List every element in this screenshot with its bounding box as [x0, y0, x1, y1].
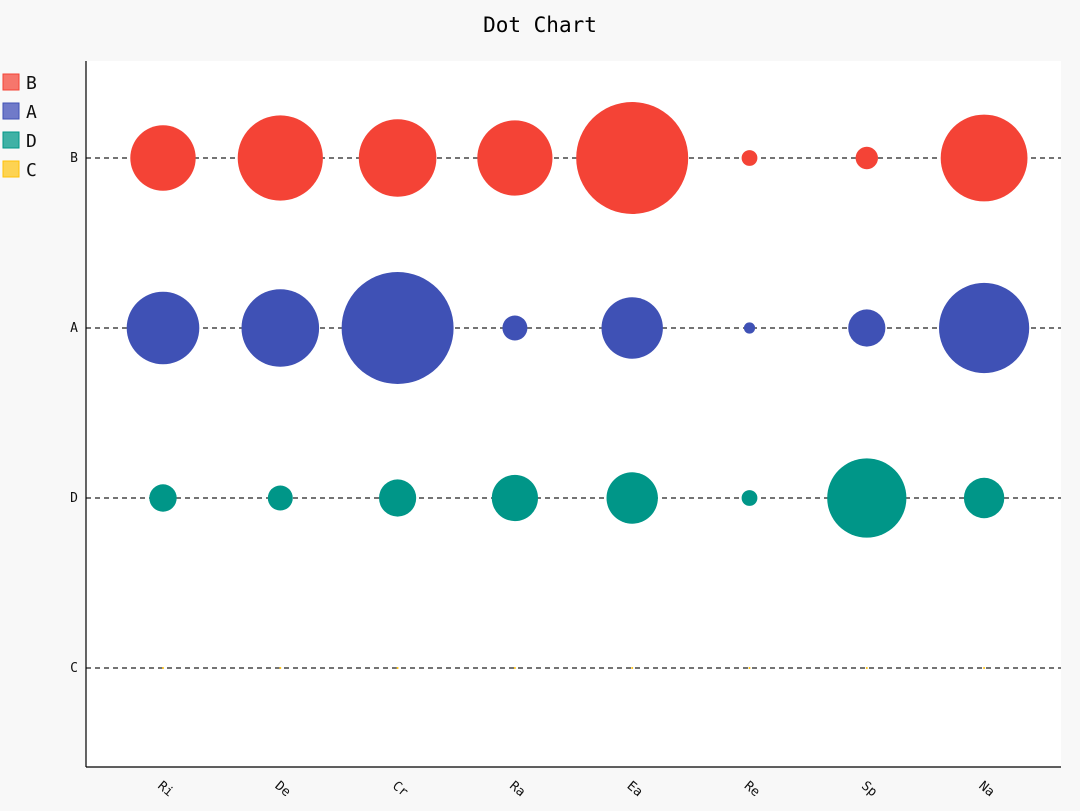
x-tick-labels: Ri De Cr Ra Ea Re Sp Na — [154, 779, 997, 801]
dot-d-ra — [491, 474, 538, 522]
dot-c-ea — [631, 667, 634, 669]
dot-a-de — [241, 289, 320, 367]
dot-b-ra — [477, 120, 553, 196]
dot-d-de — [267, 485, 293, 511]
dot-b-cr — [358, 119, 437, 197]
dot-b-sp — [855, 146, 878, 170]
x-tick-label: Ri — [154, 779, 176, 801]
dot-c-ri — [162, 667, 164, 669]
legend-swatch-c — [2, 160, 20, 178]
dot-c-de — [279, 667, 282, 669]
y-tick-label: D — [70, 491, 78, 506]
dot-a-re — [743, 322, 756, 334]
dots — [126, 102, 1030, 669]
dot-b-na — [940, 114, 1028, 202]
x-tick-label: Ra — [506, 779, 528, 801]
dot-c-cr — [396, 667, 399, 669]
legend-label: A — [26, 102, 37, 123]
legend-swatch-b — [2, 73, 20, 91]
x-tick-label: Sp — [858, 779, 880, 801]
x-tick-label: De — [272, 779, 294, 801]
dot-d-cr — [379, 479, 417, 517]
dot-a-ri — [126, 291, 200, 365]
chart-title: Dot Chart — [483, 13, 597, 37]
legend-swatch-a — [2, 102, 20, 120]
dot-b-ri — [130, 125, 196, 191]
dot-d-ea — [606, 472, 658, 524]
dot-b-ea — [576, 102, 689, 214]
y-tick-label: C — [70, 661, 78, 676]
y-tick-labels: B A D C — [70, 151, 78, 676]
x-tick-label: Re — [741, 779, 763, 801]
dot-b-re — [741, 150, 758, 166]
dot-d-re — [741, 490, 758, 506]
legend-label: C — [26, 160, 37, 181]
dot-c-re — [748, 667, 751, 669]
dot-a-cr — [341, 272, 454, 384]
x-tick-label: Ea — [624, 779, 646, 801]
dot-b-de — [237, 115, 323, 201]
y-tick-label: B — [70, 151, 78, 166]
dot-a-na — [939, 282, 1030, 374]
legend-swatch-d — [2, 131, 20, 149]
dot-d-na — [963, 477, 1005, 519]
x-tick-label: Cr — [389, 779, 411, 801]
dot-c-na — [983, 667, 986, 669]
x-tick-label: Na — [976, 779, 998, 801]
legend-label: D — [26, 131, 37, 152]
plot-area — [86, 61, 1061, 767]
dot-c-ra — [513, 667, 516, 669]
dot-d-ri — [149, 484, 177, 512]
dot-a-ra — [502, 315, 528, 341]
legend-label: B — [26, 73, 37, 94]
dot-d-sp — [827, 458, 907, 538]
dot-a-sp — [848, 309, 886, 347]
dot-a-ea — [601, 297, 663, 359]
dot-c-sp — [865, 667, 868, 669]
y-tick-label: A — [70, 321, 78, 336]
